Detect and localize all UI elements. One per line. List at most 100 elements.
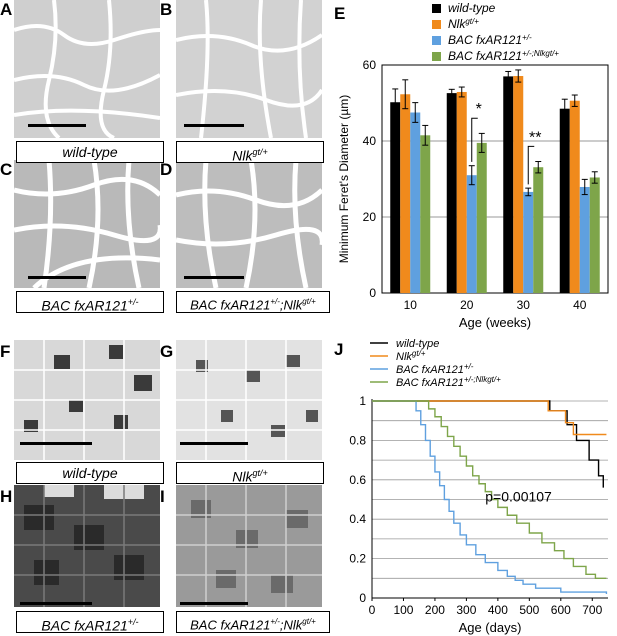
bar — [466, 175, 477, 293]
caption-a: wild-type — [16, 141, 164, 163]
y-tick-label: 60 — [363, 58, 377, 72]
x-tick-label: 10 — [404, 298, 418, 312]
stained-fibers-h — [14, 485, 160, 607]
muscle-fibers-d — [176, 160, 322, 288]
panel-letter-i: I — [160, 487, 165, 506]
muscle-fibers-a — [14, 0, 160, 138]
significance-marker: ** — [529, 129, 541, 146]
y-axis-label: Minimum Feret's Diameter (µm) — [337, 95, 351, 264]
x-tick-label: 0 — [369, 603, 376, 617]
legend-label: BAC fxAR121+/-;Nlkgt/+ — [396, 375, 501, 389]
bar — [476, 142, 487, 293]
scale-bar-h — [20, 602, 92, 605]
stained-fibers-i — [176, 485, 322, 607]
bar — [579, 186, 590, 293]
panel-letter-j: J — [334, 340, 344, 359]
legend-label: Nlkgt/+ — [448, 17, 479, 31]
scale-bar-g — [180, 442, 248, 445]
micrograph-f — [14, 340, 160, 460]
bar — [456, 91, 467, 293]
caption-h: BAC fxAR121+/- — [16, 611, 164, 634]
caption-f: wild-type — [16, 462, 164, 484]
panel-letter-f: F — [0, 342, 11, 361]
scale-bar-d — [184, 276, 244, 279]
bar — [410, 112, 421, 293]
bar — [569, 100, 580, 293]
survival-curve — [372, 400, 607, 436]
p-value-annotation: p=0.00107 — [485, 488, 552, 504]
bar — [420, 135, 431, 293]
legend-label: BAC fxAR121+/- — [448, 33, 532, 47]
x-tick-label: 200 — [425, 603, 445, 617]
panel-letter-d: D — [160, 160, 173, 179]
scale-bar-f — [20, 442, 92, 445]
micrograph-b — [176, 0, 322, 138]
significance-bracket — [471, 117, 478, 162]
micrograph-a — [14, 0, 160, 138]
survival-curve — [372, 400, 607, 579]
micrograph-i — [176, 485, 322, 607]
significance-marker: * — [476, 101, 482, 118]
bar — [503, 76, 514, 294]
micrograph-g — [176, 340, 322, 460]
legend-label: BAC fxAR121+/- — [396, 362, 474, 376]
stained-fibers-g — [176, 340, 322, 460]
panel-letter-c: C — [0, 160, 13, 179]
panel-letter-g: G — [160, 342, 174, 361]
survival-curve — [372, 400, 604, 488]
y-tick-label: 20 — [363, 210, 377, 224]
x-tick-label: 300 — [456, 603, 476, 617]
legend-swatch — [432, 36, 441, 45]
panel-letter-b: B — [160, 0, 173, 19]
bar — [533, 167, 544, 293]
caption-g: Nlkgt/+ — [176, 462, 324, 485]
panel-letter-e: E — [334, 4, 346, 23]
bar — [523, 191, 534, 293]
muscle-fibers-c — [14, 160, 160, 288]
y-tick-label: 40 — [363, 134, 377, 148]
panel-letter-h: H — [0, 487, 13, 506]
significance-bracket — [527, 145, 535, 185]
stained-fibers-f — [14, 340, 160, 460]
x-tick-label: 700 — [582, 603, 602, 617]
scale-bar-i — [180, 602, 248, 605]
x-tick-label: 500 — [519, 603, 539, 617]
y-tick-label: 0 — [359, 591, 366, 605]
x-tick-label: 400 — [488, 603, 508, 617]
legend-label: Nlkgt/+ — [396, 349, 426, 363]
panel-letter-a: A — [0, 0, 13, 19]
legend-label: wild-type — [396, 338, 439, 350]
survival-curve — [372, 400, 608, 595]
x-tick-label: 40 — [573, 298, 587, 312]
x-tick-label: 20 — [460, 298, 474, 312]
x-tick-label: 30 — [517, 298, 531, 312]
scale-bar-a — [28, 124, 86, 127]
legend-swatch — [432, 20, 441, 29]
y-tick-label: 0.2 — [349, 552, 366, 566]
caption-c: BAC fxAR121+/- — [16, 291, 164, 314]
plot-frame — [381, 64, 609, 294]
bar — [589, 177, 600, 293]
y-tick-label: 0.6 — [349, 473, 366, 487]
bar — [390, 102, 401, 294]
y-tick-label: 0 — [369, 286, 376, 300]
legend-label: wild-type — [448, 1, 496, 15]
caption-d: BAC fxAR121+/-;Nlkgt/+ — [176, 291, 330, 313]
bar — [400, 94, 411, 293]
legend-label: BAC fxAR121+/-;Nlkgt/+ — [448, 49, 559, 63]
micrograph-h — [14, 485, 160, 607]
legend-swatch — [432, 52, 441, 61]
x-tick-label: 600 — [551, 603, 571, 617]
x-axis-label: Age (days) — [459, 620, 522, 635]
bar-chart-fiber-diameter: wild-type Nlkgt/+ BAC fxAR121+/- BAC fxAR12… — [337, 1, 609, 330]
scale-bar-c — [28, 276, 86, 279]
muscle-fibers-b — [176, 0, 322, 138]
micrograph-c — [14, 160, 160, 288]
x-tick-label: 100 — [393, 603, 413, 617]
caption-i: BAC fxAR121+/-;Nlkgt/+ — [176, 611, 330, 633]
caption-b: Nlkgt/+ — [176, 141, 324, 164]
scale-bar-b — [184, 124, 244, 127]
micrograph-d — [176, 160, 322, 288]
x-axis-label: Age (weeks) — [459, 315, 531, 330]
